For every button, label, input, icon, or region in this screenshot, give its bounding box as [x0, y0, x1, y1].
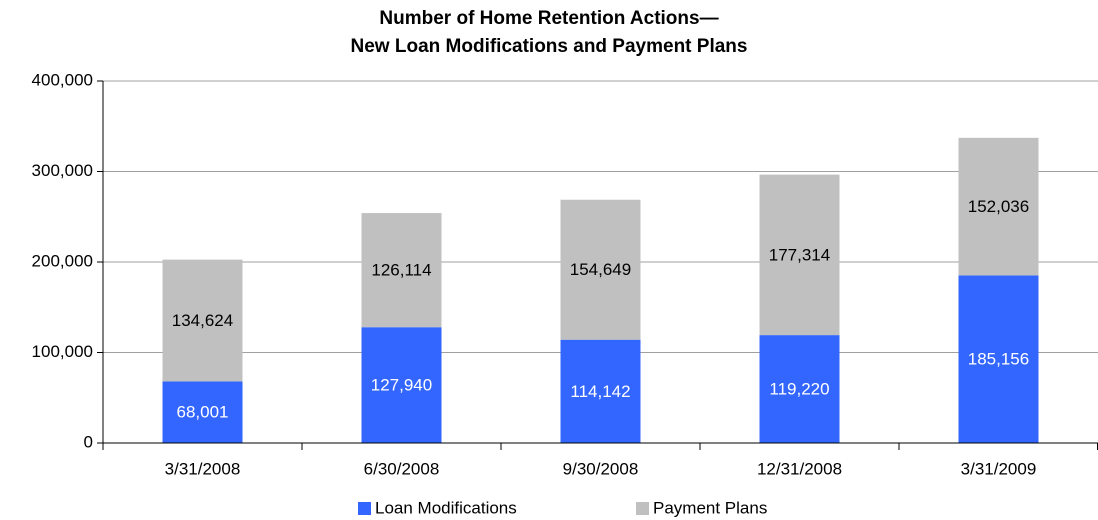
- legend-label: Loan Modifications: [375, 498, 517, 517]
- y-tick-label: 200,000: [32, 251, 93, 270]
- y-tick-label: 300,000: [32, 161, 93, 180]
- y-tick-label: 0: [84, 432, 93, 451]
- x-tick-label: 12/31/2008: [757, 459, 842, 478]
- x-tick-label: 3/31/2009: [961, 459, 1037, 478]
- bar-segment: [759, 335, 840, 443]
- bar-segment: [560, 199, 641, 340]
- bar-segment: [361, 327, 442, 443]
- data-label: 68,001: [177, 403, 229, 422]
- legend-label: Payment Plans: [653, 498, 767, 517]
- data-label: 134,624: [172, 311, 233, 330]
- data-label: 126,114: [371, 261, 431, 280]
- data-label: 119,220: [769, 380, 829, 399]
- bar-segment: [958, 275, 1039, 443]
- y-tick-label: 400,000: [32, 70, 93, 89]
- y-tick-label: 100,000: [32, 342, 93, 361]
- data-label: 127,940: [371, 376, 432, 395]
- bar-segment: [162, 381, 243, 443]
- x-tick-label: 6/30/2008: [364, 459, 440, 478]
- bar-segment: [162, 259, 243, 382]
- x-tick-label: 3/31/2008: [165, 459, 241, 478]
- bar-segment: [759, 174, 840, 336]
- data-label: 114,142: [570, 382, 630, 401]
- x-tick-label: 9/30/2008: [563, 459, 639, 478]
- legend-swatch: [358, 502, 371, 515]
- chart-title: Number of Home Retention Actions—: [379, 8, 718, 29]
- data-label: 177,314: [769, 245, 830, 264]
- legend-swatch: [636, 502, 649, 515]
- chart-title: New Loan Modifications and Payment Plans: [351, 36, 748, 57]
- data-label: 154,649: [570, 260, 631, 279]
- bar-segment: [361, 213, 442, 328]
- bar-segment: [560, 339, 641, 443]
- data-label: 152,036: [968, 197, 1029, 216]
- bar-segment: [958, 137, 1039, 276]
- data-label: 185,156: [968, 350, 1029, 369]
